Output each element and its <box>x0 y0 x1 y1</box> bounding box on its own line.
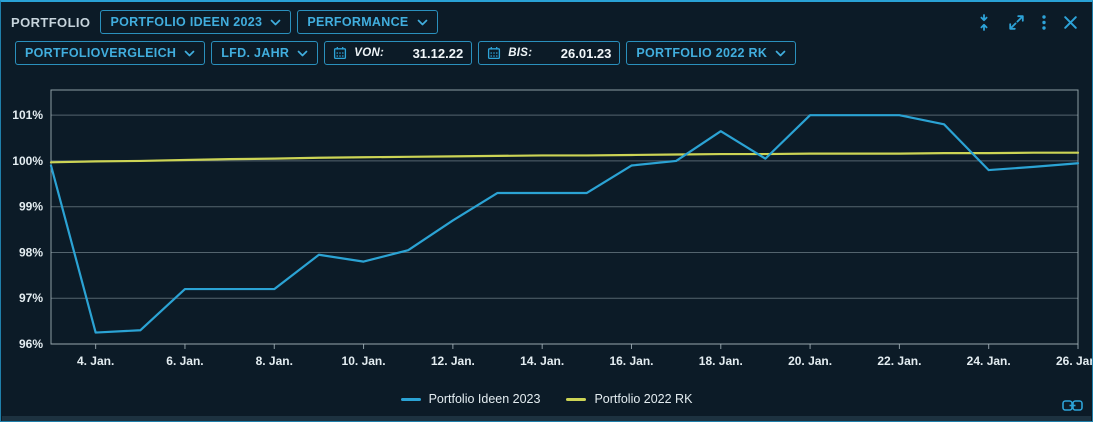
date-from-label: VON: <box>354 47 385 59</box>
legend-item-portfolio-2022-rk[interactable]: Portfolio 2022 RK <box>566 392 692 406</box>
period-select-label: LFD. JAHR <box>221 46 290 60</box>
y-axis-label: 101% <box>12 108 43 122</box>
comparison-select-dropdown[interactable]: PORTFOLIOVERGLEICH <box>15 41 206 65</box>
calendar-icon <box>488 47 501 60</box>
y-axis-label: 99% <box>19 200 43 214</box>
legend-label: Portfolio 2022 RK <box>594 392 693 406</box>
maximize-window-button[interactable] <box>1006 12 1027 33</box>
x-axis-label: 22. Jan. <box>877 354 921 368</box>
chevron-down-icon <box>417 19 427 25</box>
portfolio-select-label: PORTFOLIO IDEEN 2023 <box>110 15 263 29</box>
window-bottom-edge <box>2 416 1091 421</box>
legend-swatch <box>566 397 587 401</box>
legend-item-portfolio-ideen-2023[interactable]: Portfolio Ideen 2023 <box>400 392 541 406</box>
close-icon <box>1064 15 1077 29</box>
link-button[interactable] <box>1060 397 1085 414</box>
kebab-menu-icon <box>1042 14 1046 30</box>
legend-label: Portfolio Ideen 2023 <box>428 392 541 406</box>
x-axis-label: 16. Jan. <box>609 354 653 368</box>
filter-toolbar: PORTFOLIOVERGLEICH LFD. JAHR VON: 31.12.… <box>15 41 797 65</box>
y-axis-label: 100% <box>12 154 43 168</box>
series-line-portfolio-2022-rk <box>49 151 1080 164</box>
x-axis-label: 14. Jan. <box>520 354 564 368</box>
chart-legend: Portfolio Ideen 2023 Portfolio 2022 RK <box>1 389 1092 409</box>
comparison-select-label: PORTFOLIOVERGLEICH <box>25 46 177 60</box>
date-from-field[interactable]: VON: 31.12.22 <box>324 41 473 65</box>
performance-chart[interactable]: 96% 97% 98% 99% 100% 101% 4. Jan. 6. Jan. 8. Jan… <box>1 74 1093 379</box>
date-from-value: 31.12.22 <box>412 45 464 61</box>
date-to-field[interactable]: BIS: 26.01.23 <box>478 41 621 65</box>
calendar-icon <box>334 47 347 60</box>
x-axis-label: 20. Jan. <box>788 354 832 368</box>
window-controls <box>974 12 1080 33</box>
close-window-button[interactable] <box>1061 13 1080 32</box>
view-select-label: PERFORMANCE <box>307 15 409 29</box>
plot-border <box>50 89 1079 345</box>
x-axis-label: 8. Jan. <box>256 354 293 368</box>
chevron-down-icon <box>297 50 308 56</box>
view-select-dropdown[interactable]: PERFORMANCE <box>297 10 438 34</box>
link-icon <box>1062 400 1083 411</box>
period-select-dropdown[interactable]: LFD. JAHR <box>211 41 319 65</box>
y-axis-label: 98% <box>19 245 43 259</box>
x-axis-label: 18. Jan. <box>699 354 743 368</box>
more-options-button[interactable] <box>1039 12 1049 33</box>
x-axis-label: 12. Jan. <box>431 354 475 368</box>
series-line-portfolio-ideen-2023 <box>49 114 1080 334</box>
x-axis-label: 26. Jan. <box>1056 354 1093 368</box>
x-axis-label: 24. Jan. <box>967 354 1011 368</box>
benchmark-select-dropdown[interactable]: PORTFOLIO 2022 RK <box>626 41 797 65</box>
x-axis-label: 4. Jan. <box>77 354 114 368</box>
chevron-down-icon <box>775 50 786 56</box>
chevron-down-icon <box>184 50 195 56</box>
date-to-value: 26.01.23 <box>560 45 612 61</box>
x-axis-label: 10. Jan. <box>342 354 386 368</box>
x-axis-label: 6. Jan. <box>166 354 203 368</box>
chevron-down-icon <box>270 19 281 25</box>
y-axis-label: 96% <box>19 337 43 351</box>
collapse-window-button[interactable] <box>974 12 994 33</box>
y-axis-label: 97% <box>19 291 43 305</box>
legend-swatch <box>400 397 421 401</box>
window-title: PORTFOLIO <box>11 14 91 30</box>
maximize-icon <box>1009 14 1024 30</box>
collapse-vertical-icon <box>980 13 988 31</box>
benchmark-select-label: PORTFOLIO 2022 RK <box>636 46 768 60</box>
title-bar: PORTFOLIO PORTFOLIO IDEEN 2023 PERFORMAN… <box>11 10 1082 34</box>
portfolio-select-dropdown[interactable]: PORTFOLIO IDEEN 2023 <box>100 10 292 34</box>
date-to-label: BIS: <box>508 47 533 59</box>
